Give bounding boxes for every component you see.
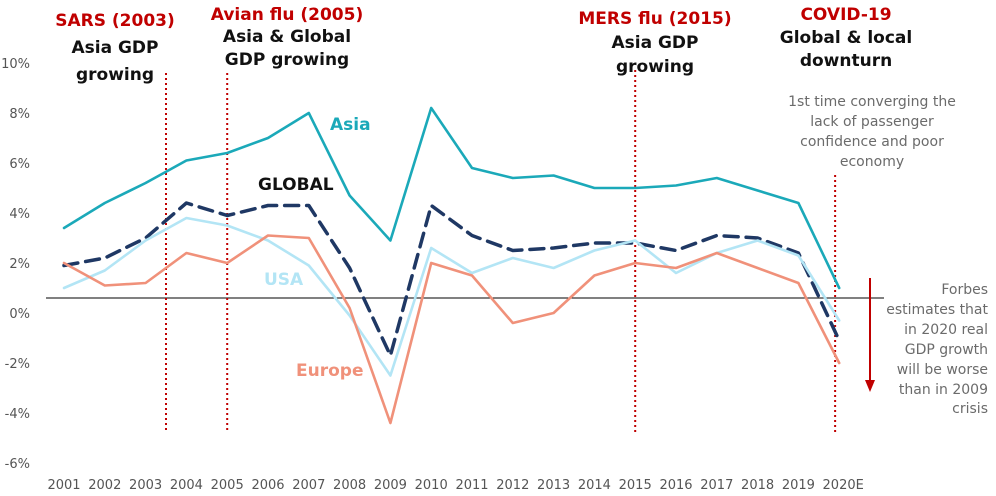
series-group [62,106,841,425]
series-line-usa [62,216,841,377]
x-tick-label: 2013 [537,478,570,493]
series-label-global: GLOBAL [258,175,334,195]
x-tick-label: 2005 [211,478,244,493]
note-forbes-4: GDP growth [905,342,988,358]
series-label-usa: USA [264,270,304,290]
y-tick-label: -6% [5,457,30,472]
series-label-europe: Europe [296,361,363,381]
x-tick-label: 2004 [170,478,203,493]
series-line-global [62,201,841,358]
event-sub-covid-1: Global & local [780,28,912,48]
x-axis: 2001 2002 2003 2004 2005 2006 2007 2008 2009 2010… [47,478,863,493]
note-converging-3: confidence and poor [800,134,944,150]
x-tick-label: 2018 [741,478,774,493]
event-sub-sars-1: Asia GDP [71,38,158,58]
x-tick-label: 2010 [415,478,448,493]
x-tick-label: 2008 [333,478,366,493]
y-tick-label: -2% [5,357,30,372]
note-forbes-3: in 2020 real [904,322,988,338]
x-tick-label: 2006 [251,478,284,493]
event-sub-covid-2: downturn [800,51,892,71]
y-tick-label: 8% [9,107,30,122]
note-forbes-1: Forbes [941,282,988,298]
event-sub-sars-2: growing [76,65,154,85]
y-tick-label: 2% [9,257,30,272]
x-tick-label: 2014 [578,478,611,493]
x-tick-label: 2009 [374,478,407,493]
x-tick-label: 2012 [496,478,529,493]
y-tick-label: 4% [9,207,30,222]
event-sub-avian-1: Asia & Global [223,27,351,47]
x-tick-label: 2001 [47,478,80,493]
x-tick-label: 2019 [782,478,815,493]
x-tick-label: 2015 [619,478,652,493]
y-tick-label: 10% [1,57,30,72]
x-tick-label: 2003 [129,478,162,493]
note-forbes-2: estimates that [886,302,988,318]
y-tick-label: -4% [5,407,30,422]
series-label-asia: Asia [330,115,371,135]
y-tick-label: 0% [9,307,30,322]
x-tick-label: 2011 [455,478,488,493]
x-tick-label: 2002 [88,478,121,493]
event-title-avian: Avian flu (2005) [211,5,363,25]
x-tick-label: 2020E [823,478,864,493]
x-tick-label: 2016 [659,478,692,493]
note-converging-4: economy [840,154,904,170]
series-line-asia [62,106,841,290]
x-tick-label: 2007 [292,478,325,493]
x-tick-label: 2017 [700,478,733,493]
event-title-covid: COVID-19 [800,5,891,25]
event-title-mers: MERS flu (2015) [578,9,731,29]
note-converging-2: lack of passenger [810,114,934,130]
note-converging-1: 1st time converging the [788,94,956,110]
event-sub-avian-2: GDP growing [225,50,349,70]
event-title-sars: SARS (2003) [55,11,175,31]
note-forbes-6: than in 2009 [899,382,988,398]
y-tick-label: 6% [9,157,30,172]
note-forbes-7: crisis [952,401,988,417]
event-sub-mers-1: Asia GDP [611,33,698,53]
series-line-europe [62,234,841,425]
note-forbes-5: will be worse [897,362,988,378]
event-sub-mers-2: growing [616,57,694,77]
down-arrow-icon [865,278,875,392]
y-axis: -6% -4% -2% 0% 2% 4% 6% 8% 10% [1,57,30,472]
event-lines [165,70,837,433]
